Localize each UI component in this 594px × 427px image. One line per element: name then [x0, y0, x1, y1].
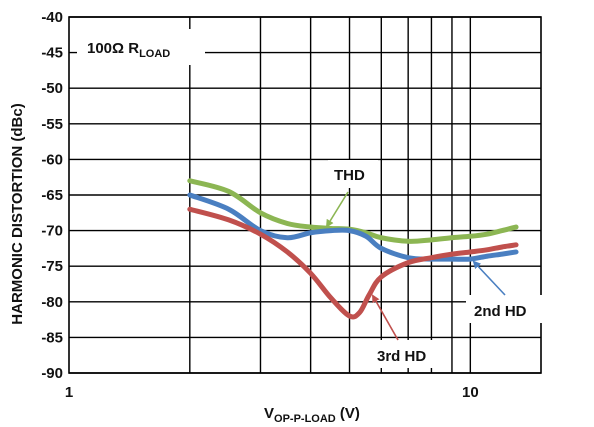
- thd-label-box: [328, 160, 378, 188]
- 3rd-hd-label-box: [368, 340, 450, 368]
- series-line-thd: [187, 178, 519, 244]
- y-tick-label: -75: [41, 258, 63, 275]
- y-tick-label: -65: [41, 187, 63, 204]
- tick-labels: -40 -45 -50 -55 -60 -65 -70 -75 -80 -85 -901 10: [41, 9, 478, 401]
- series-line-3rd-hd: [187, 206, 519, 320]
- y-tick-label: -40: [41, 9, 63, 26]
- y-tick-label: -55: [41, 116, 63, 133]
- grid-lines: [68, 16, 542, 374]
- y-tick-label: -60: [41, 151, 63, 168]
- thd-label: THD: [334, 167, 365, 184]
- plot-frame: [68, 16, 542, 374]
- y-tick-label: -85: [41, 329, 63, 346]
- x-tick-label: 10: [462, 384, 479, 401]
- 2nd-hd-arrow: [472, 260, 506, 296]
- y-tick-label: -50: [41, 80, 63, 97]
- y-tick-label: -90: [41, 365, 63, 382]
- load-label-box: [77, 29, 205, 65]
- thd-arrow: [325, 191, 349, 228]
- y-tick-label: -80: [41, 294, 63, 311]
- 3rd-hd-arrow: [372, 294, 399, 341]
- 3rd-hd-label: 3rd HD: [377, 348, 426, 365]
- x-axis-title: VOP-P-LOAD (V): [264, 405, 360, 425]
- y-tick-label: -70: [41, 223, 63, 240]
- 2nd-hd-label-box: [466, 295, 546, 323]
- y-axis-title: HARMONIC DISTORTION (dBc): [9, 103, 26, 324]
- load-label: 100Ω RLOAD: [87, 40, 170, 60]
- 2nd-hd-label: 2nd HD: [474, 303, 527, 320]
- x-tick-label: 1: [65, 384, 73, 401]
- y-tick-label: -45: [41, 45, 63, 62]
- series-lines: [187, 178, 519, 320]
- series-line-2nd-hd: [187, 192, 519, 262]
